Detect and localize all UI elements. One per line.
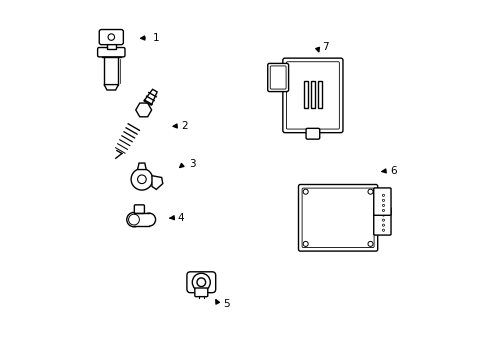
Circle shape bbox=[382, 194, 384, 197]
Circle shape bbox=[382, 224, 384, 226]
FancyBboxPatch shape bbox=[99, 30, 123, 45]
Polygon shape bbox=[143, 89, 157, 105]
Circle shape bbox=[192, 273, 210, 291]
Circle shape bbox=[303, 189, 307, 194]
Circle shape bbox=[382, 209, 384, 211]
FancyBboxPatch shape bbox=[194, 288, 207, 297]
FancyBboxPatch shape bbox=[267, 63, 288, 91]
Polygon shape bbox=[152, 176, 163, 189]
Circle shape bbox=[382, 214, 384, 216]
Text: 4: 4 bbox=[178, 213, 184, 223]
Circle shape bbox=[137, 175, 146, 184]
Bar bbox=[317, 81, 322, 108]
FancyBboxPatch shape bbox=[302, 188, 373, 248]
FancyBboxPatch shape bbox=[298, 184, 377, 251]
Bar bbox=[303, 81, 307, 108]
FancyBboxPatch shape bbox=[373, 188, 390, 215]
FancyBboxPatch shape bbox=[98, 48, 125, 57]
Circle shape bbox=[382, 219, 384, 221]
FancyBboxPatch shape bbox=[186, 272, 215, 293]
Polygon shape bbox=[137, 163, 146, 170]
Circle shape bbox=[128, 214, 139, 225]
Text: 7: 7 bbox=[321, 42, 328, 52]
Text: 3: 3 bbox=[188, 159, 195, 169]
Bar bbox=[310, 81, 314, 108]
FancyBboxPatch shape bbox=[134, 205, 144, 213]
Polygon shape bbox=[104, 85, 118, 90]
FancyBboxPatch shape bbox=[373, 208, 390, 235]
Text: 5: 5 bbox=[223, 299, 229, 309]
Circle shape bbox=[382, 204, 384, 207]
Circle shape bbox=[303, 241, 307, 246]
Circle shape bbox=[367, 241, 372, 246]
Bar bbox=[104, 52, 118, 85]
FancyBboxPatch shape bbox=[282, 58, 342, 133]
Bar bbox=[134, 213, 149, 226]
Text: 1: 1 bbox=[152, 33, 159, 43]
FancyBboxPatch shape bbox=[286, 62, 339, 129]
Text: 2: 2 bbox=[181, 121, 188, 131]
Circle shape bbox=[197, 278, 205, 287]
Circle shape bbox=[382, 229, 384, 231]
Circle shape bbox=[131, 168, 152, 190]
Circle shape bbox=[367, 189, 372, 194]
Circle shape bbox=[142, 213, 155, 226]
Polygon shape bbox=[136, 103, 151, 117]
Bar bbox=[106, 42, 116, 49]
Circle shape bbox=[382, 199, 384, 201]
FancyBboxPatch shape bbox=[270, 66, 285, 89]
Text: 6: 6 bbox=[389, 166, 396, 176]
Circle shape bbox=[108, 34, 114, 40]
Circle shape bbox=[126, 212, 141, 227]
FancyBboxPatch shape bbox=[305, 129, 319, 139]
